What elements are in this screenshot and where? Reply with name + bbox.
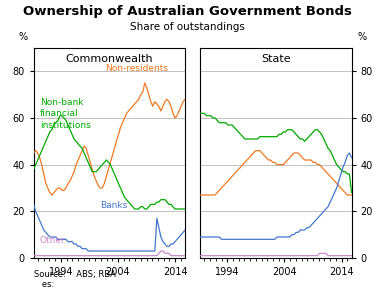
Text: %: % <box>18 32 28 42</box>
Text: State: State <box>261 54 291 64</box>
Text: Share of outstandings: Share of outstandings <box>129 22 245 32</box>
Text: Other: Other <box>40 236 65 245</box>
Text: Non-residents: Non-residents <box>105 64 168 73</box>
Text: %: % <box>358 32 367 42</box>
Text: Source:    ABS; RBA
   es:: Source: ABS; RBA es: <box>34 270 116 290</box>
Text: Commonwealth: Commonwealth <box>65 54 153 64</box>
Text: Non-bank
financial
institutions: Non-bank financial institutions <box>40 98 91 130</box>
Text: Ownership of Australian Government Bonds: Ownership of Australian Government Bonds <box>22 4 352 17</box>
Text: Banks: Banks <box>100 201 128 210</box>
